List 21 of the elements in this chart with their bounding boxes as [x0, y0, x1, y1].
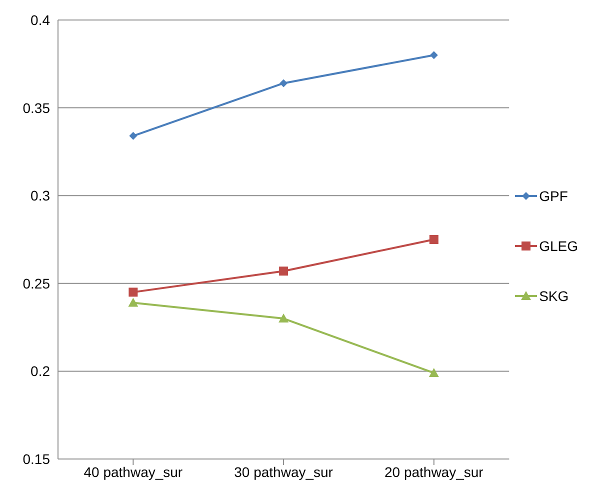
- legend-label: GLEG: [539, 238, 578, 254]
- point: [428, 368, 439, 377]
- legend-label: GPF: [539, 188, 568, 204]
- point: [429, 235, 438, 244]
- point: [430, 51, 438, 60]
- y-tick-label: 0.2: [30, 363, 50, 380]
- point: [280, 79, 288, 88]
- y-tick-label: 0.35: [22, 100, 50, 116]
- legend-label: SKG: [539, 288, 569, 304]
- point: [128, 298, 138, 307]
- x-tick-label: 20 pathway_sur: [384, 464, 484, 480]
- point: [129, 132, 138, 140]
- y-tick-label: 0.3: [30, 188, 50, 204]
- point: [278, 314, 289, 323]
- x-tick-label: 30 pathway_sur: [234, 464, 334, 480]
- y-tick-label: 0.15: [22, 450, 50, 467]
- y-tick-label: 0.4: [30, 12, 50, 28]
- x-tick-label: 40 pathway_sur: [84, 464, 183, 480]
- point: [128, 288, 138, 297]
- point: [279, 266, 288, 276]
- y-tick-label: 0.25: [22, 275, 50, 292]
